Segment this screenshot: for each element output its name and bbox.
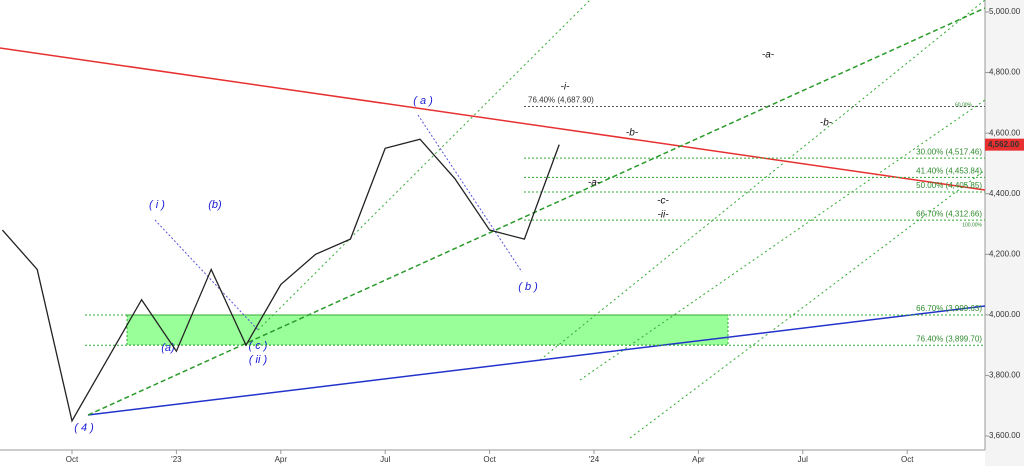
x-tick-label: Oct bbox=[901, 455, 914, 464]
y-tick-label: 4,200.00 bbox=[989, 249, 1021, 258]
fib-label: 76.40% (4,687.90) bbox=[528, 96, 594, 105]
wave-connector bbox=[417, 114, 523, 273]
wave-label: -i- bbox=[561, 82, 571, 93]
wave-label: ( 4 ) bbox=[74, 422, 94, 434]
support-line bbox=[87, 305, 986, 416]
y-tick-label: 4,800.00 bbox=[989, 68, 1021, 77]
wave-label: ( ii ) bbox=[249, 354, 268, 366]
x-tick-label: '23 bbox=[171, 455, 182, 464]
trend-line bbox=[87, 7, 986, 416]
target-zone bbox=[126, 314, 729, 346]
price-line bbox=[1, 138, 560, 423]
wave-label: -c- bbox=[657, 196, 669, 207]
y-tick-label: 4,400.00 bbox=[989, 189, 1021, 198]
channel-line bbox=[257, 0, 591, 331]
fib-label: 66.70% (4,312.66) bbox=[916, 209, 982, 218]
minor-label: 100.00% bbox=[962, 222, 982, 228]
wave-label: -a- bbox=[762, 50, 775, 61]
x-tick-label: Jul bbox=[380, 455, 390, 464]
wave-label: ( c ) bbox=[249, 340, 268, 352]
wave-connector bbox=[154, 219, 259, 331]
wave-label: -b- bbox=[820, 118, 833, 129]
fib-label: 30.00% (4,517.46) bbox=[916, 147, 982, 156]
x-tick-label: Oct bbox=[483, 455, 496, 464]
wave-label: (a) bbox=[161, 342, 175, 354]
x-tick-label: Apr bbox=[692, 455, 705, 464]
wave-label: ( a ) bbox=[413, 95, 433, 107]
channel-line bbox=[579, 99, 986, 381]
wave-label: -a- bbox=[588, 178, 601, 189]
last-price-box bbox=[985, 138, 1024, 151]
fib-label: 50.00% (4,405.85) bbox=[916, 181, 982, 190]
x-tick-label: '24 bbox=[589, 455, 600, 464]
y-tick-label: 3,800.00 bbox=[989, 371, 1021, 380]
fib-label: 76.40% (3,899.70) bbox=[916, 334, 982, 343]
x-tick-label: Oct bbox=[66, 455, 79, 464]
wave-label: -ii- bbox=[657, 210, 669, 221]
y-tick-label: 4,600.00 bbox=[989, 128, 1021, 137]
y-axis-bg bbox=[985, 0, 1024, 466]
channel-line bbox=[539, 0, 986, 361]
y-tick-label: 3,600.00 bbox=[989, 431, 1021, 440]
minor-label: 60.00% bbox=[955, 102, 973, 108]
x-tick-label: Apr bbox=[275, 455, 288, 464]
y-tick-label: 5,000.00 bbox=[989, 7, 1021, 16]
fib-label: 66.70% (3,999.63) bbox=[916, 304, 982, 313]
resistance-line bbox=[0, 47, 986, 191]
wave-label: (b) bbox=[208, 199, 222, 211]
last-price-label: 4,562.00 bbox=[988, 140, 1020, 149]
wave-label: -b- bbox=[626, 128, 639, 139]
wave-labels: ( i ) (b) (a) ( c ) ( ii ) ( 4 ) ( a ) (… bbox=[74, 50, 833, 434]
channel-line bbox=[629, 169, 986, 439]
x-tick-label: Jul bbox=[798, 455, 808, 464]
wave-label: ( i ) bbox=[149, 199, 165, 211]
wave-label: ( b ) bbox=[518, 281, 538, 293]
y-tick-label: 4,000.00 bbox=[989, 310, 1021, 319]
fib-label: 41.40% (4,453.84) bbox=[916, 167, 982, 176]
